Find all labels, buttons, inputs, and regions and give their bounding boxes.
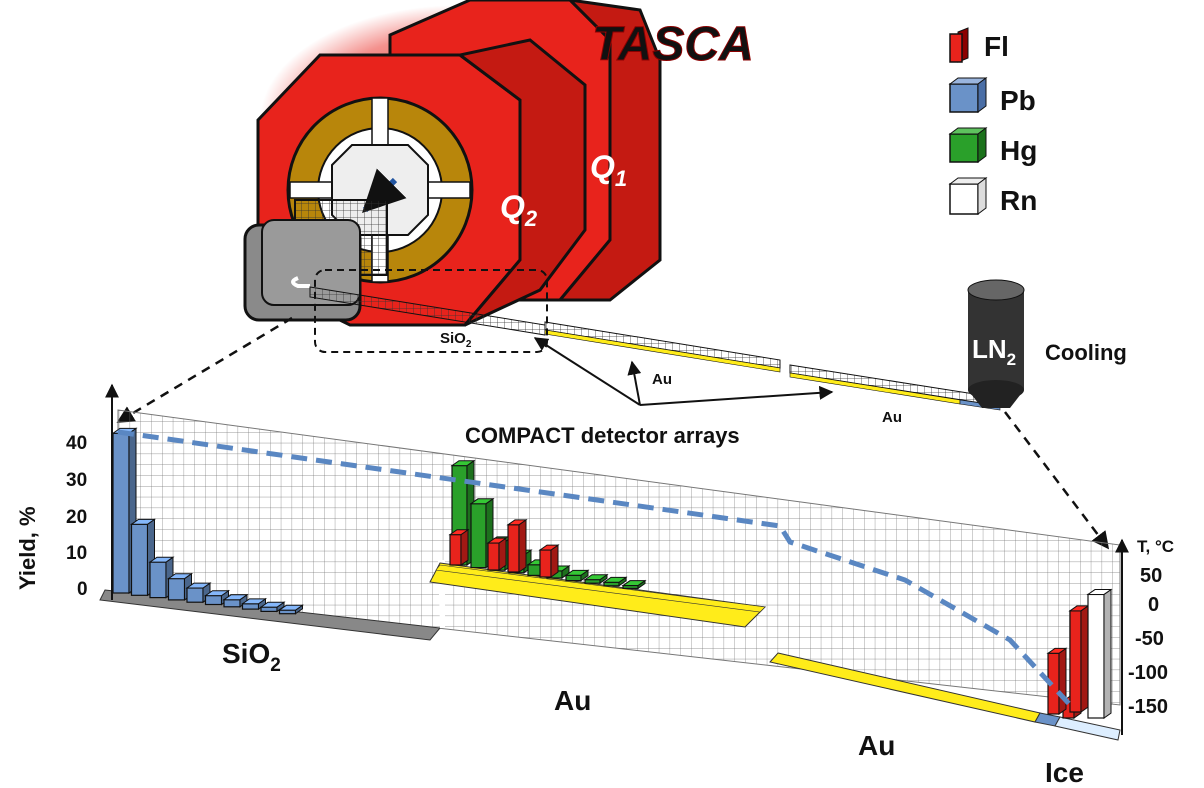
bar-rn-0: [1086, 588, 1113, 719]
svg-text:Hg: Hg: [1000, 135, 1037, 166]
bar-pb-3: [166, 572, 194, 601]
right-tick-minus100: -100: [1128, 662, 1168, 684]
bar-hg-8: [602, 576, 628, 587]
left-tick-40: 40: [66, 433, 87, 454]
legend-item-rn: Rn: [948, 177, 1037, 216]
sio2-floor: [99, 589, 441, 641]
bar-pb-8: [259, 601, 286, 613]
right-tick-50: 50: [1140, 565, 1162, 587]
bar-group: [111, 427, 1113, 719]
ln2-cooler: LN2 Cooling: [967, 279, 1127, 408]
q2-label: Q2: [500, 189, 538, 231]
section-label-au2: Au: [858, 730, 895, 761]
bar-hg-7: [583, 573, 609, 585]
q1-label: Q1: [590, 149, 627, 191]
yield-chart: 40 30 20 10 0 Yield, % T, °C 50 0 -50 -1…: [15, 383, 1174, 788]
left-axis-ticks: 40 30 20 10 0: [66, 433, 88, 600]
bar-hg-9: [621, 579, 647, 590]
bar-pb-9: [277, 604, 305, 615]
temperature-line: [117, 429, 1074, 709]
right-axis-label: T, °C: [1137, 537, 1174, 556]
left-axis-label: Yield, %: [15, 506, 40, 590]
right-axis-ticks: 50 0 -50 -100 -150: [1128, 565, 1168, 718]
au-small-label-1: Au: [652, 371, 672, 388]
au-small-label-2: Au: [882, 409, 902, 426]
left-tick-20: 20: [66, 507, 87, 528]
sio2-small-label: SiO2: [440, 330, 472, 350]
section-label-ice: Ice: [1045, 757, 1084, 788]
bar-pb-7: [240, 597, 268, 611]
legend: Fl Pb Hg Rn: [948, 27, 1037, 216]
left-tick-30: 30: [66, 470, 87, 491]
right-tick-minus50: -50: [1135, 628, 1164, 650]
legend-item-fl: Fl: [949, 27, 1009, 63]
legend-item-hg: Hg: [948, 127, 1037, 166]
detector-caption: COMPACT detector arrays: [465, 423, 740, 448]
ln2-cylinder: [968, 290, 1024, 390]
detector-strip: SiO2 Au Au: [309, 269, 1001, 426]
q2-magnet-side: [456, 38, 587, 327]
tasca-title: TASCA: [592, 18, 754, 71]
left-tick-10: 10: [66, 543, 87, 564]
bar-fl-2: [506, 518, 528, 573]
svg-text:Rn: Rn: [1000, 185, 1037, 216]
au-strip-1: [544, 329, 781, 373]
ice-floor: [1054, 716, 1121, 741]
bar-fl-5: [1068, 604, 1090, 713]
caption-arrows: [116, 316, 1110, 550]
tasca-separator: Q1 Q2: [243, 0, 662, 327]
q1-magnet-side: [556, 0, 662, 302]
bar-fl-0: [448, 528, 470, 566]
svg-text:Pb: Pb: [1000, 85, 1036, 116]
section-label-au1: Au: [554, 685, 591, 716]
svg-text:Fl: Fl: [984, 31, 1009, 62]
ln2-label: LN2: [972, 334, 1016, 369]
bar-fl-3: [538, 544, 560, 578]
bar-pb-5: [203, 589, 231, 606]
bar-hg-6: [564, 569, 590, 582]
section-label-sio2: SiO2: [222, 638, 281, 676]
bar-fl-1: [486, 537, 508, 571]
right-tick-minus150: -150: [1128, 696, 1168, 718]
cooling-label: Cooling: [1045, 340, 1127, 365]
right-tick-0: 0: [1148, 594, 1159, 616]
legend-item-pb: Pb: [948, 77, 1036, 116]
bar-pb-4: [185, 582, 212, 604]
left-tick-0: 0: [77, 579, 88, 600]
zoom-box: [314, 269, 548, 353]
